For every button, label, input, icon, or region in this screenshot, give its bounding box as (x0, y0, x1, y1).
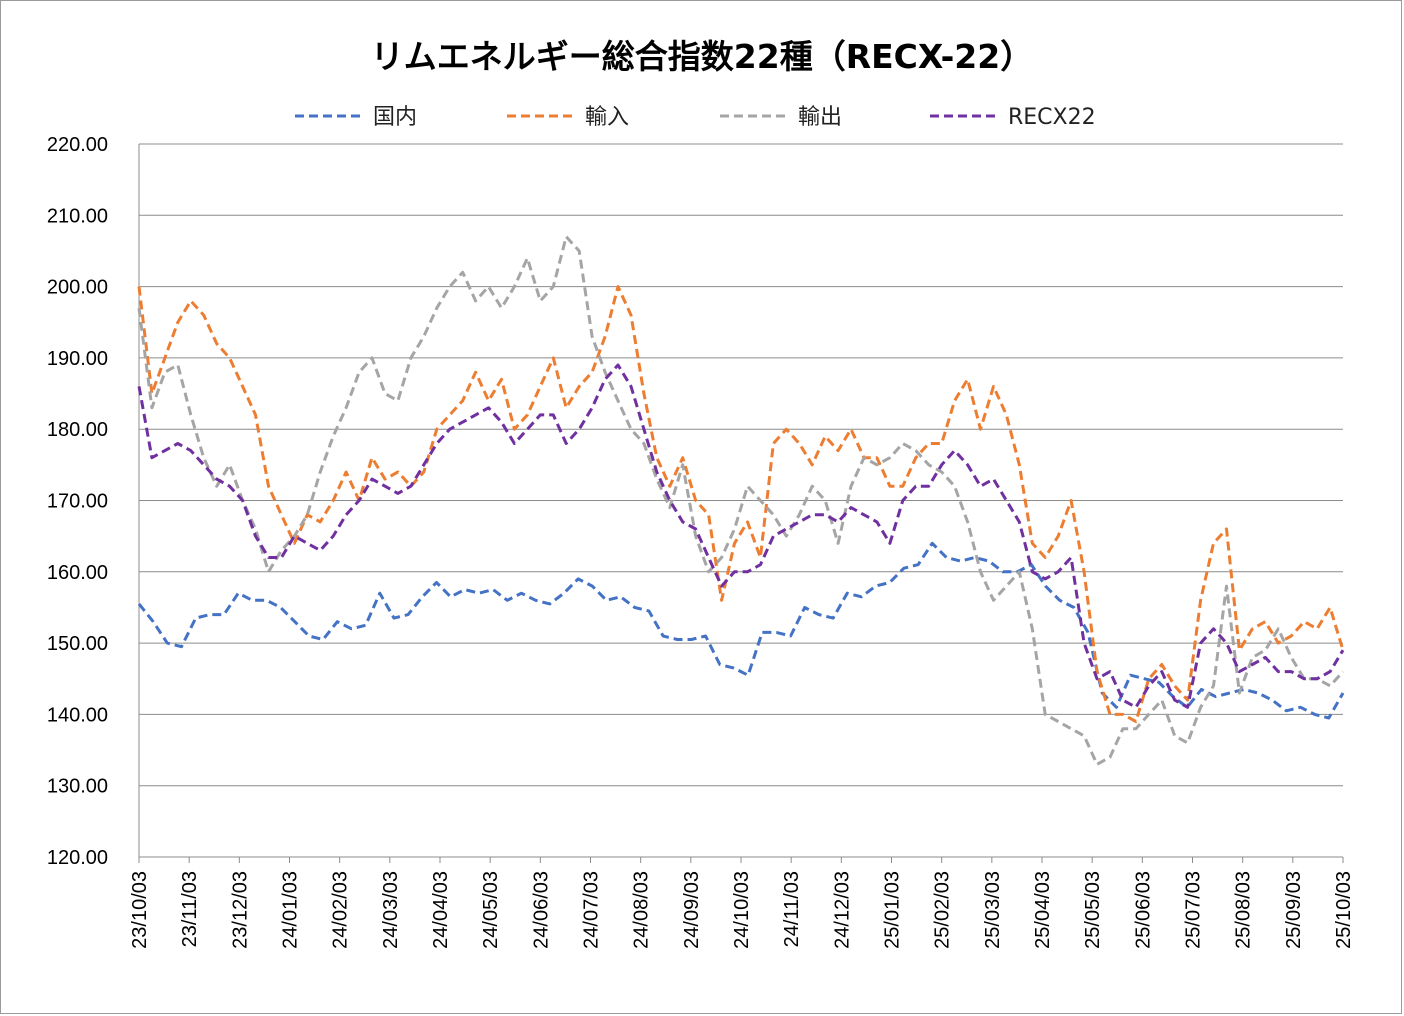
legend: 国内 輸入 輸出 RECX22 (295, 105, 1096, 130)
x-tick-label: 24/08/03 (631, 871, 653, 949)
x-tick-label: 24/06/03 (530, 871, 552, 949)
y-tick-label: 170.00 (47, 491, 108, 513)
axes: 120.00 130.00 140.00 150.00 160.00 170.00 180.… (47, 134, 1355, 949)
chart-title: リムエネルギー総合指数22種（RECX-22） (370, 37, 1034, 76)
x-tick-label: 24/03/03 (380, 871, 402, 949)
x-tick-label: 25/10/03 (1333, 871, 1355, 949)
legend-label: 輸入 (585, 105, 629, 130)
x-tick-label: 25/04/03 (1032, 871, 1054, 949)
x-tick-label: 24/02/03 (330, 871, 352, 949)
x-tick-label: 24/12/03 (831, 871, 853, 949)
x-tick-label: 25/01/03 (882, 871, 904, 949)
y-tick-label: 150.00 (47, 633, 108, 655)
y-tick-label: 140.00 (47, 704, 108, 726)
y-tick-label: 200.00 (47, 277, 108, 299)
x-tick-label: 23/10/03 (129, 871, 151, 949)
x-tick-label: 24/04/03 (430, 871, 452, 949)
series-line-輸出 (137, 235, 1345, 766)
series-lines (137, 235, 1345, 766)
x-tick-label: 25/02/03 (932, 871, 954, 949)
x-tick-label: 25/09/03 (1283, 871, 1305, 949)
y-tick-label: 120.00 (47, 847, 108, 869)
x-tick-label: 25/08/03 (1233, 871, 1255, 949)
x-tick-label: 24/05/03 (480, 871, 502, 949)
x-tick-label: 25/06/03 (1132, 871, 1154, 949)
x-tick-label: 23/11/03 (179, 871, 201, 947)
x-tick-label: 24/09/03 (681, 871, 703, 949)
y-tick-label: 210.00 (47, 205, 108, 227)
gridlines (139, 143, 1343, 787)
legend-label: 国内 (373, 105, 417, 130)
legend-label: RECX22 (1008, 105, 1096, 130)
y-tick-label: 180.00 (47, 419, 108, 441)
x-tick-label: 25/05/03 (1082, 871, 1104, 949)
y-tick-label: 130.00 (47, 776, 108, 798)
series-line-輸入 (137, 285, 1345, 723)
y-tick-label: 220.00 (47, 134, 108, 156)
x-tick-label: 24/11/03 (781, 871, 803, 947)
y-tick-label: 160.00 (47, 562, 108, 584)
legend-label: 輸出 (798, 105, 842, 130)
x-tick-label: 25/07/03 (1183, 871, 1205, 949)
series-line-RECX22 (137, 363, 1345, 709)
x-tick-label: 23/12/03 (229, 871, 251, 949)
x-tick-label: 25/03/03 (982, 871, 1004, 949)
x-tick-label: 24/10/03 (731, 871, 753, 949)
x-tick-label: 24/01/03 (280, 871, 302, 949)
series-line-国内 (137, 541, 1345, 720)
x-tick-label: 24/07/03 (581, 871, 603, 949)
y-tick-label: 190.00 (47, 348, 108, 370)
